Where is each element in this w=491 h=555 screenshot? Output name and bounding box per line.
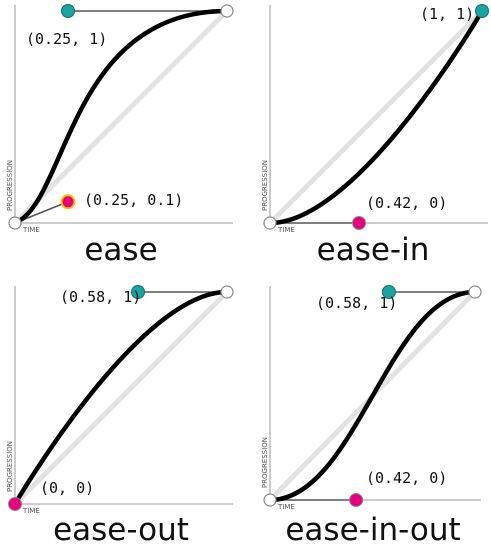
panel-title: ease bbox=[84, 232, 157, 268]
p1-control-point[interactable] bbox=[352, 216, 367, 230]
p2-control-point[interactable] bbox=[130, 285, 145, 299]
y-axis-label: PROGRESSION bbox=[6, 441, 14, 492]
y-axis-label: PROGRESSION bbox=[261, 437, 269, 488]
p2-coordinate-label: (0.58, 1) bbox=[60, 288, 141, 306]
linear-reference-line bbox=[268, 9, 484, 225]
p2-coordinate-label: (0.58, 1) bbox=[316, 294, 397, 312]
x-axis-label: TIME bbox=[277, 503, 295, 511]
p2-coordinate-label: (1, 1) bbox=[420, 5, 474, 23]
p2-control-point[interactable] bbox=[61, 4, 75, 18]
panel-ease: TIME PROGRESSION (0.25, 0.1) (0.25, 1) ease bbox=[6, 4, 234, 268]
panel-title: ease-in-out bbox=[285, 512, 460, 548]
easing-curve bbox=[267, 289, 478, 503]
linear-reference-line bbox=[13, 9, 229, 225]
end-point bbox=[220, 4, 234, 18]
x-axis-label: TIME bbox=[277, 226, 295, 234]
panel-title: ease-out bbox=[53, 512, 189, 548]
p1-coordinate-label: (0.25, 0.1) bbox=[84, 191, 183, 209]
p1-control-point[interactable] bbox=[60, 194, 76, 210]
p1-coordinate-label: (0.42, 0) bbox=[366, 194, 447, 212]
x-axis-label: TIME bbox=[22, 226, 40, 234]
p2-coordinate-label: (0.25, 1) bbox=[26, 30, 107, 48]
easing-curve bbox=[267, 8, 485, 226]
panel-ease-in: TIME PROGRESSION (0.42, 0) (1, 1) ease-in bbox=[261, 4, 489, 268]
y-axis-label: PROGRESSION bbox=[261, 160, 269, 211]
x-axis-label: TIME bbox=[22, 507, 40, 515]
panel-ease-out: TIME PROGRESSION (0, 0) (0.58, 1) ease-out bbox=[6, 285, 234, 548]
start-point bbox=[8, 216, 22, 230]
p2-control-point[interactable] bbox=[381, 285, 396, 299]
end-point bbox=[468, 285, 482, 299]
p1-coordinate-label: (0.42, 0) bbox=[366, 469, 447, 487]
p1-control-point[interactable] bbox=[349, 493, 364, 507]
start-point bbox=[263, 493, 277, 507]
end-point bbox=[220, 285, 234, 299]
p1-coordinate-label: (0, 0) bbox=[40, 479, 94, 497]
y-axis-label: PROGRESSION bbox=[6, 160, 14, 211]
linear-reference-line bbox=[13, 290, 229, 506]
easing-curve bbox=[12, 289, 230, 507]
easing-curve bbox=[12, 8, 230, 226]
p1-control-point[interactable] bbox=[8, 497, 22, 511]
panel-ease-in-out: TIME PROGRESSION (0.42, 0) (0.58, 1) ease-in… bbox=[261, 285, 482, 548]
panel-title: ease-in bbox=[317, 232, 430, 268]
start-point bbox=[263, 216, 277, 230]
p2-control-point[interactable] bbox=[475, 4, 489, 18]
